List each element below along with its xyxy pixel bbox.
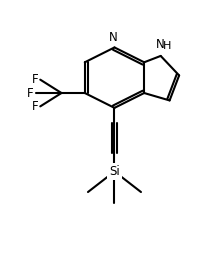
Text: N: N: [109, 31, 118, 44]
Text: F: F: [32, 100, 39, 113]
Text: H: H: [163, 41, 172, 51]
Text: F: F: [32, 73, 39, 86]
Text: Si: Si: [109, 165, 120, 178]
Text: F: F: [27, 87, 34, 100]
Text: N: N: [156, 38, 165, 51]
